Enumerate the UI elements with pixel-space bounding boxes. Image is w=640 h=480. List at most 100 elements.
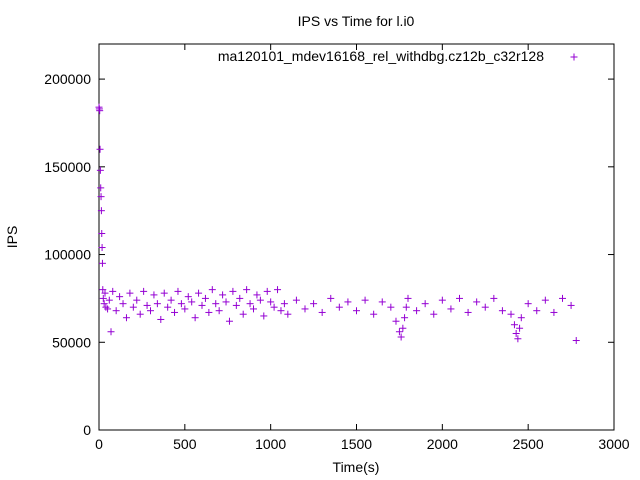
data-point [236, 294, 244, 302]
y-tick-label: 0 [83, 422, 91, 438]
data-point [392, 317, 400, 325]
data-point [188, 298, 196, 306]
data-point [140, 287, 148, 295]
data-point [147, 307, 154, 315]
data-point [97, 207, 105, 215]
data-point [143, 301, 151, 309]
data-point [229, 287, 237, 295]
data-point [447, 305, 455, 313]
data-point [96, 145, 104, 153]
data-point [105, 296, 113, 304]
x-tick-label: 1500 [341, 436, 372, 452]
data-point [413, 307, 421, 315]
legend-marker-icon [570, 53, 578, 61]
data-point [438, 296, 446, 304]
x-tick-label: 2000 [427, 436, 458, 452]
data-point [292, 296, 300, 304]
data-point [498, 307, 506, 315]
data-point [263, 287, 271, 295]
data-point [205, 308, 213, 316]
data-point [129, 303, 137, 311]
data-point [404, 294, 412, 302]
data-point [399, 324, 407, 332]
data-point [96, 166, 104, 174]
data-point [310, 300, 318, 308]
data-point [98, 259, 106, 267]
data-point [201, 294, 209, 302]
data-point [430, 310, 438, 318]
x-tick-label: 1000 [255, 436, 286, 452]
data-point [256, 296, 264, 304]
x-tick-label: 500 [173, 436, 197, 452]
data-point [150, 291, 158, 299]
data-point [157, 315, 165, 323]
data-points [95, 103, 580, 345]
data-point [195, 289, 203, 297]
data-point [100, 300, 108, 308]
data-point [174, 287, 182, 295]
data-point [126, 289, 134, 297]
data-point [401, 314, 409, 322]
data-point [167, 296, 175, 304]
data-point [97, 184, 105, 192]
data-point [402, 303, 410, 311]
x-tick-label: 3000 [598, 436, 629, 452]
data-point [387, 303, 395, 311]
data-point [473, 298, 481, 306]
data-point [219, 291, 227, 299]
data-point [101, 289, 109, 297]
data-point [133, 296, 141, 304]
data-point [191, 314, 199, 322]
data-point [98, 244, 106, 252]
x-tick-label: 2500 [513, 436, 544, 452]
data-point [572, 337, 580, 345]
y-tick-label: 150000 [44, 159, 91, 175]
data-point [274, 286, 282, 294]
data-point [395, 328, 403, 336]
data-point [181, 305, 189, 313]
data-point [239, 310, 247, 318]
plot-frame [98, 43, 615, 431]
y-tick-label: 50000 [52, 334, 91, 350]
data-point [208, 286, 216, 294]
data-point [198, 301, 206, 309]
data-point [512, 330, 520, 337]
data-point [102, 303, 110, 311]
data-point [122, 314, 130, 322]
data-point [215, 307, 223, 315]
data-point [516, 324, 524, 332]
x-axis-ticks: 0 500 1000 1500 2000 2500 3000 [95, 44, 630, 452]
data-point [280, 300, 288, 308]
data-point [243, 286, 251, 294]
data-point [353, 307, 360, 315]
data-point [514, 335, 522, 343]
data-point [164, 303, 172, 311]
y-axis-ticks: 0 50000 100000 150000 200000 [44, 71, 614, 438]
data-point [559, 294, 566, 302]
data-point [212, 300, 220, 308]
y-tick-label: 100000 [44, 247, 91, 263]
data-point [284, 310, 292, 318]
data-point [116, 293, 124, 301]
y-tick-label: 200000 [44, 71, 91, 87]
data-point [481, 303, 489, 311]
data-point [464, 308, 472, 316]
data-point [335, 303, 343, 311]
y-axis-label: IPS [4, 226, 20, 249]
data-point [98, 229, 106, 237]
data-point [510, 321, 518, 329]
legend: ma120101_mdev16168_rel_withdbg.cz12b_c32… [218, 48, 578, 64]
data-point [96, 107, 104, 115]
data-point [260, 312, 268, 320]
data-point [541, 296, 549, 304]
data-point [136, 310, 144, 318]
data-point [107, 328, 115, 336]
legend-series-label: ma120101_mdev16168_rel_withdbg.cz12b_c32… [218, 48, 544, 64]
data-point [277, 307, 285, 315]
data-point [97, 193, 105, 201]
x-axis-label: Time(s) [333, 459, 380, 475]
data-point [490, 294, 498, 302]
data-point [344, 298, 352, 306]
data-point [109, 287, 117, 295]
